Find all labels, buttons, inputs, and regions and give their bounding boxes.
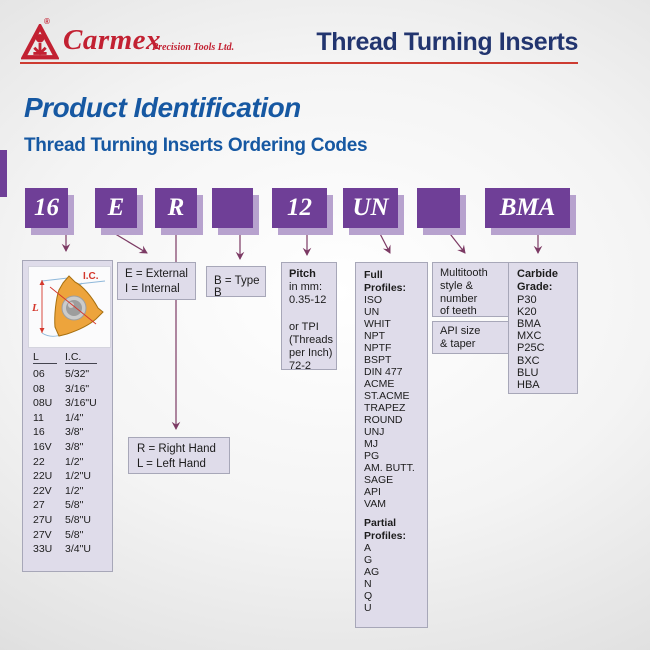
table-row: 27 5/8" (33, 499, 84, 512)
code-box-hand: R (155, 188, 197, 228)
dim-l-label: L (31, 302, 39, 314)
carmex-logo-icon (21, 24, 59, 60)
profile-item: N (364, 578, 372, 590)
type-callout: B = Type B (206, 266, 266, 299)
table-row: 22U 1/2"U (33, 470, 91, 483)
profile-item: A (364, 542, 372, 554)
grade-item: BXC (517, 354, 540, 367)
threading-insert-image: L I.C. (31, 271, 106, 337)
profile-item: MJ (364, 438, 378, 450)
accent-bar (0, 150, 7, 197)
profile-item: ISO (364, 294, 383, 306)
brand-name: Carmex (63, 24, 162, 56)
profile-item: ST.ACME (364, 390, 410, 402)
profile-item: ROUND (364, 414, 403, 426)
insert-panel: L I.C. L I.C. 06 5/32" 08 3/16" (22, 260, 113, 572)
table-row: 06 5/32" (33, 368, 90, 380)
api-callout: API size & taper (432, 321, 512, 354)
grade-item: P30 (517, 293, 537, 306)
table-row: 27U 5/8"U (33, 513, 91, 526)
profile-item: NPT (364, 330, 385, 342)
hand-callout: R = Right Hand L = Left Hand (128, 437, 230, 474)
profile-item: UN (364, 306, 380, 318)
page-title: Thread Turning Inserts (316, 28, 578, 56)
profile-item: VAM (364, 498, 386, 510)
subsection-heading: Thread Turning Inserts Ordering Codes (24, 135, 368, 156)
size-table: L I.C. 06 5/32" 08 3/16" 08U 3/16"U (33, 351, 110, 557)
profiles-callout: Full Profiles: ISO UN WHIT NPT NPTF BSPT DIN 4… (355, 262, 428, 628)
profile-item: AM. BUTT. (364, 462, 415, 474)
table-row: 22V 1/2" (33, 484, 84, 497)
dim-ic-label: I.C. (83, 271, 99, 282)
profile-item: PG (364, 450, 380, 462)
profile-item: WHIT (364, 318, 391, 330)
code-box-pitch: 12 (272, 188, 327, 228)
code-box-type (212, 188, 253, 228)
grade-item: K20 (517, 305, 537, 318)
section-heading: Product Identification (24, 92, 301, 123)
profile-item: AG (364, 566, 380, 578)
table-row: 22 1/2" (33, 455, 84, 468)
pitch-callout: Pitch in mm: 0.35-12 or TPI (Threads per Inc… (281, 262, 337, 372)
table-row: 16V 3/8" (33, 440, 84, 453)
insert-diagram: L I.C. (28, 266, 111, 348)
profile-item: BSPT (364, 354, 392, 366)
carbide-callout: Carbide Grade: P30 K20 BMA MXC P25C BXC BLU HBA (508, 262, 578, 394)
multitooth-callout: Multitooth style & number of teeth (432, 262, 512, 317)
table-row: 33U 3/4"U (33, 543, 91, 556)
profile-item: DIN 477 (364, 366, 403, 378)
brand-tagline: Precision Tools Ltd. (152, 42, 235, 53)
profile-item: UNJ (364, 426, 385, 438)
grade-item: BLU (517, 366, 539, 379)
profile-item: TRAPEZ (364, 402, 406, 414)
grade-item: HBA (517, 379, 540, 392)
table-header: L I.C. (33, 351, 110, 364)
code-box-grade: BMA (485, 188, 570, 228)
profile-item: Q (364, 590, 373, 602)
table-row: 08U 3/16"U (33, 397, 97, 410)
direction-callout: E = External I = Internal (117, 262, 196, 300)
table-row: 08 3/16" (33, 382, 90, 395)
table-row: 16 3/8" (33, 426, 84, 439)
grade-item: P25C (517, 342, 545, 355)
table-row: 27V 5/8" (33, 528, 84, 541)
code-box-profile: UN (343, 188, 398, 228)
code-box-multitooth (417, 188, 460, 228)
grade-item: BMA (517, 318, 541, 330)
code-box-size: 16 (25, 188, 68, 228)
profile-item: API (364, 486, 381, 498)
grade-item: MXC (517, 330, 542, 343)
registered-mark: ® (44, 17, 50, 26)
profile-item: G (364, 554, 373, 566)
table-row: 11 1/4" (33, 411, 84, 424)
header-rule-line (20, 62, 578, 64)
profile-item: SAGE (364, 474, 394, 486)
code-box-direction: E (95, 188, 137, 228)
profile-item: NPTF (364, 342, 392, 354)
profile-item: U (364, 602, 372, 614)
profile-item: ACME (364, 378, 395, 390)
